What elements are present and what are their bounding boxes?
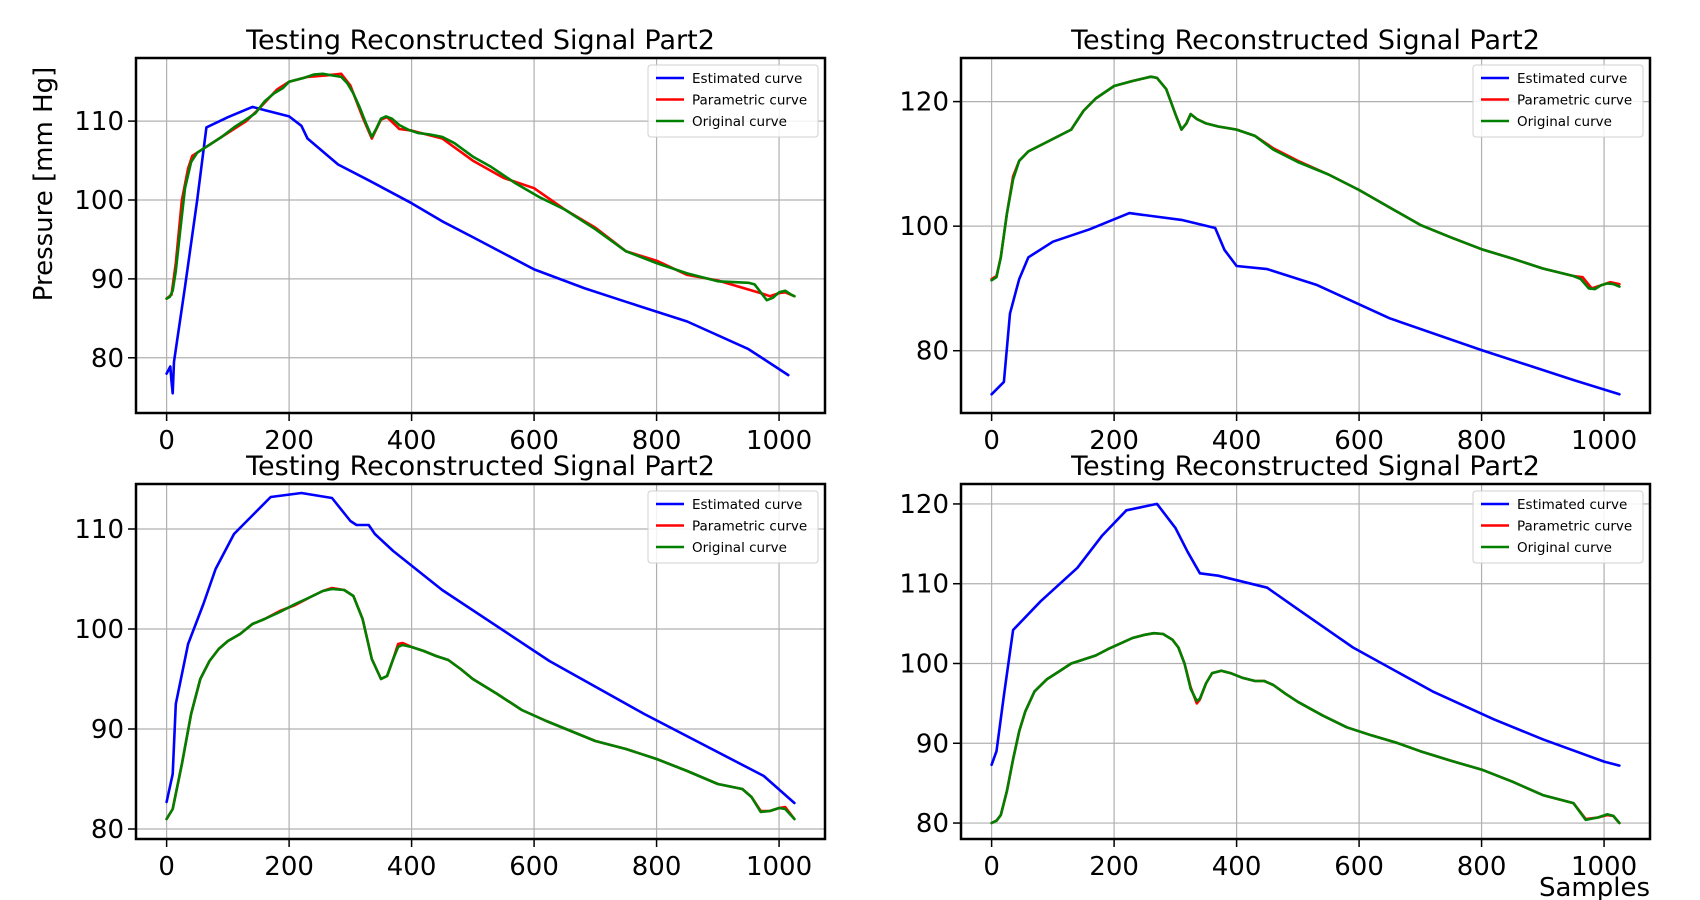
legend-label: Parametric curve <box>692 93 807 109</box>
legend-label: Original curve <box>692 114 787 130</box>
series-line-original-curve <box>990 75 1621 291</box>
legend-label: Estimated curve <box>1517 497 1627 513</box>
x-tick-label: 1000 <box>746 852 812 882</box>
x-tick-label: 400 <box>387 426 437 456</box>
axes-frame <box>134 56 827 415</box>
y-tick-label: 110 <box>74 107 124 137</box>
chart-panel-1: Testing Reconstructed Signal Part2 0 200 40… <box>74 25 827 456</box>
x-tick-label: 0 <box>158 852 175 882</box>
y-tick-label: 90 <box>91 265 124 295</box>
figure-xlabel: Samples <box>1539 873 1650 900</box>
y-tick-label: 110 <box>74 515 124 545</box>
x-tick-label: 600 <box>1334 426 1384 456</box>
legend-box <box>647 64 819 138</box>
y-tick-label: 80 <box>91 344 124 374</box>
chart-panel-2: Testing Reconstructed Signal Part2 0 200 40… <box>899 25 1652 456</box>
legend-label: Parametric curve <box>1517 93 1632 109</box>
chart-title: Testing Reconstructed Signal Part2 <box>1070 25 1540 56</box>
x-tick-label: 400 <box>387 852 437 882</box>
chart-title: Testing Reconstructed Signal Part2 <box>1070 451 1540 482</box>
y-tick-label: 90 <box>91 715 124 745</box>
series-line-parametric-curve <box>990 631 1621 825</box>
axes-frame <box>134 482 827 841</box>
legend-box <box>647 490 819 564</box>
x-tick-label: 800 <box>1457 852 1507 882</box>
y-tick-label: 100 <box>899 212 949 242</box>
chart-title: Testing Reconstructed Signal Part2 <box>245 25 715 56</box>
x-tick-label: 0 <box>158 426 175 456</box>
y-tick-label: 120 <box>899 88 949 118</box>
chart-panel-4: Testing Reconstructed Signal Part2 0 200 40… <box>899 451 1652 882</box>
x-tick-label: 0 <box>983 852 1000 882</box>
x-tick-label: 200 <box>1089 852 1139 882</box>
legend: Estimated curve Parametric curve Original … <box>647 490 819 564</box>
legend-label: Original curve <box>1517 114 1612 130</box>
x-tick-label: 1000 <box>746 426 812 456</box>
x-tick-label: 200 <box>1089 426 1139 456</box>
legend-box <box>1472 490 1644 564</box>
y-tick-label: 80 <box>91 815 124 845</box>
legend: Estimated curve Parametric curve Original … <box>647 64 819 138</box>
legend-label: Estimated curve <box>692 71 802 87</box>
y-tick-label: 120 <box>899 490 949 520</box>
x-tick-label: 400 <box>1212 852 1262 882</box>
y-tick-label: 80 <box>916 809 949 839</box>
x-tick-label: 600 <box>509 852 559 882</box>
chart-title: Testing Reconstructed Signal Part2 <box>245 451 715 482</box>
legend-label: Original curve <box>1517 540 1612 556</box>
x-tick-label: 1000 <box>1571 852 1637 882</box>
series-line-original-curve <box>165 587 796 821</box>
legend-label: Estimated curve <box>1517 71 1627 87</box>
x-tick-label: 800 <box>1457 426 1507 456</box>
chart-panel-3: Testing Reconstructed Signal Part2 0 200 40… <box>74 451 827 882</box>
series-line-estimated-curve <box>165 105 790 395</box>
y-tick-label: 100 <box>74 615 124 645</box>
y-tick-label: 100 <box>74 186 124 216</box>
x-tick-label: 1000 <box>1571 426 1637 456</box>
x-tick-label: 200 <box>264 852 314 882</box>
legend-label: Parametric curve <box>692 519 807 535</box>
x-tick-label: 600 <box>1334 852 1384 882</box>
axes-frame <box>959 482 1652 841</box>
legend-box <box>1472 64 1644 138</box>
legend-label: Estimated curve <box>692 497 802 513</box>
series-line-original-curve <box>990 631 1621 825</box>
y-tick-label: 80 <box>916 337 949 367</box>
legend-label: Original curve <box>692 540 787 556</box>
legend: Estimated curve Parametric curve Original … <box>1472 64 1644 138</box>
series-line-estimated-curve <box>165 491 796 805</box>
series-line-estimated-curve <box>990 502 1621 767</box>
y-tick-label: 110 <box>899 570 949 600</box>
y-tick-label: 100 <box>899 649 949 679</box>
legend-label: Parametric curve <box>1517 519 1632 535</box>
series-line-original-curve <box>165 72 796 302</box>
axes-frame <box>959 56 1652 415</box>
x-tick-label: 200 <box>264 426 314 456</box>
x-tick-label: 800 <box>632 426 682 456</box>
x-tick-label: 400 <box>1212 426 1262 456</box>
x-tick-label: 800 <box>632 852 682 882</box>
x-tick-label: 600 <box>509 426 559 456</box>
legend: Estimated curve Parametric curve Original … <box>1472 490 1644 564</box>
figure-ylabel: Pressure [mm Hg] <box>29 67 59 302</box>
y-tick-label: 90 <box>916 729 949 759</box>
series-line-parametric-curve <box>165 586 796 821</box>
series-line-estimated-curve <box>990 211 1621 396</box>
x-tick-label: 0 <box>983 426 1000 456</box>
